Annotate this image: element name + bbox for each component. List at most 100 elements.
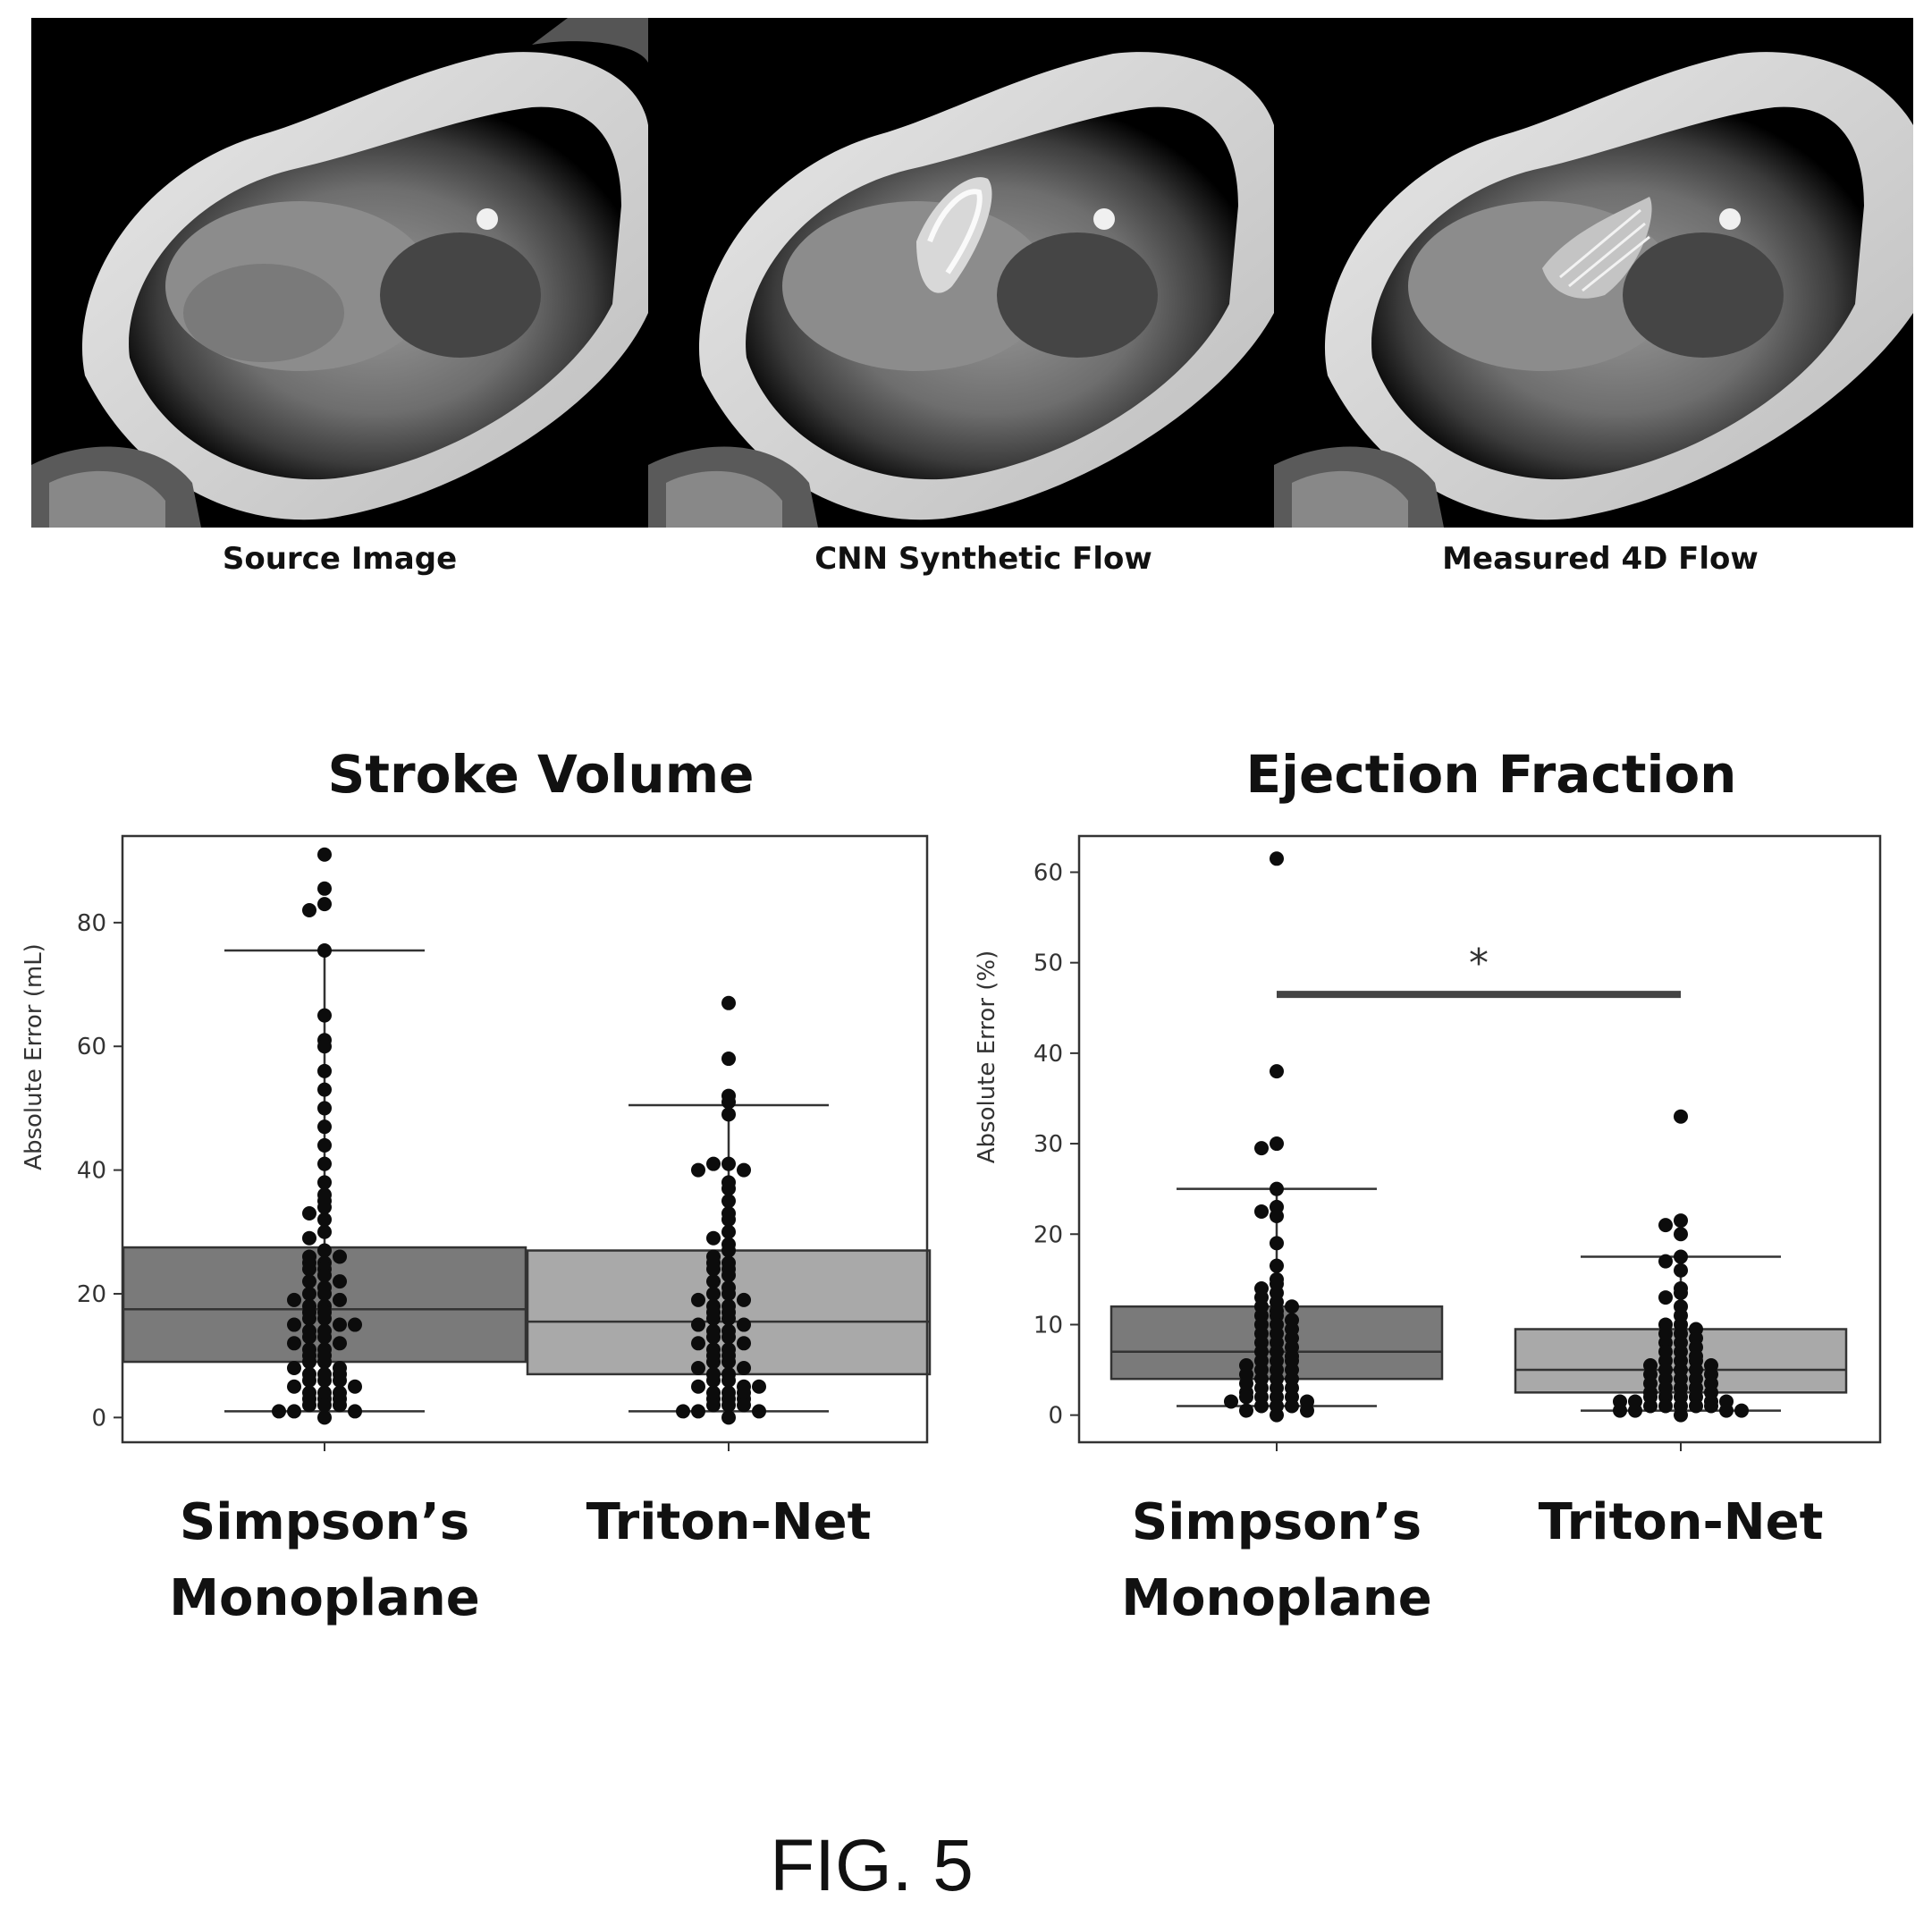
y-axis-label: Absolute Error (mL): [21, 943, 47, 1170]
data-point: [737, 1360, 751, 1375]
y-tick-label: 0: [91, 1405, 106, 1432]
data-point: [1719, 1403, 1734, 1418]
data-point: [1674, 1213, 1688, 1229]
data-point: [317, 1398, 332, 1413]
data-point: [333, 1317, 347, 1332]
data-point: [1239, 1390, 1253, 1405]
data-point: [691, 1336, 705, 1351]
data-point: [317, 1410, 332, 1425]
data-point: [721, 995, 736, 1010]
data-point: [333, 1336, 347, 1351]
data-point: [676, 1404, 690, 1419]
data-point: [317, 897, 332, 912]
data-point: [1674, 1109, 1688, 1124]
data-point: [317, 1200, 332, 1215]
data-point: [737, 1317, 751, 1332]
data-point: [706, 1230, 721, 1246]
data-point: [333, 1249, 347, 1264]
data-point: [1285, 1398, 1299, 1414]
data-point: [706, 1311, 721, 1326]
data-point: [1224, 1394, 1238, 1409]
data-point: [721, 1194, 736, 1209]
data-point: [1285, 1299, 1299, 1314]
data-point: [1704, 1398, 1718, 1414]
data-point: [1734, 1403, 1749, 1418]
data-point: [691, 1317, 705, 1332]
data-point: [287, 1336, 301, 1351]
data-point: [721, 1398, 736, 1413]
data-point: [691, 1404, 705, 1419]
y-tick-label: 40: [1033, 1041, 1063, 1068]
data-point: [721, 1355, 736, 1370]
data-point: [1270, 851, 1284, 866]
data-point: [317, 1212, 332, 1227]
mri-panel-cnn: [648, 18, 1274, 528]
data-point: [721, 1224, 736, 1239]
data-point: [706, 1286, 721, 1301]
data-point: [706, 1156, 721, 1171]
data-point: [721, 1094, 736, 1110]
data-point: [1270, 1136, 1284, 1152]
chart-title: Ejection Fraction: [1246, 744, 1737, 805]
data-point: [721, 1107, 736, 1122]
data-point: [1270, 1181, 1284, 1196]
data-point: [721, 1330, 736, 1345]
data-point: [1239, 1403, 1253, 1418]
y-axis-label: Absolute Error (%): [974, 950, 1000, 1164]
category-label-line: Monoplane: [1121, 1569, 1431, 1627]
data-point: [1658, 1398, 1673, 1414]
data-point: [752, 1379, 766, 1394]
data-point: [302, 1373, 316, 1388]
y-tick-label: 0: [1048, 1403, 1063, 1430]
data-point: [348, 1379, 362, 1394]
data-point: [1254, 1398, 1269, 1414]
data-point: [1270, 1064, 1284, 1079]
data-point: [348, 1317, 362, 1332]
data-point: [317, 1008, 332, 1023]
y-tick-label: 50: [1033, 950, 1063, 977]
data-point: [721, 1212, 736, 1227]
category-label-line: Triton-Net: [586, 1493, 872, 1551]
data-point: [302, 1262, 316, 1277]
stroke-volume-chart: Stroke Volume Absolute Error (mL) 0 20 40 6…: [21, 744, 932, 1627]
data-point: [302, 1274, 316, 1289]
data-point: [737, 1162, 751, 1178]
data-point: [317, 1373, 332, 1388]
data-point: [691, 1292, 705, 1307]
data-point: [317, 1355, 332, 1370]
data-point: [1254, 1141, 1269, 1156]
data-point: [691, 1379, 705, 1394]
axes-frame: [1077, 834, 1882, 1444]
data-point: [1674, 1249, 1688, 1264]
data-point: [317, 1063, 332, 1078]
plot-area: 0 10 20 30 40 50 60 *: [1033, 834, 1882, 1451]
data-point: [333, 1398, 347, 1413]
mri-panel-measured: [1274, 18, 1913, 528]
figure-label: FIG. 5: [770, 1825, 974, 1906]
data-point: [721, 1286, 736, 1301]
data-point: [317, 1156, 332, 1171]
data-point: [1674, 1407, 1688, 1423]
data-point: [721, 1311, 736, 1326]
ejection-fraction-chart: Ejection Fraction Absolute Error (%) 0 10…: [974, 744, 1882, 1627]
data-point: [737, 1292, 751, 1307]
data-point: [1270, 1209, 1284, 1224]
data-point: [287, 1360, 301, 1375]
data-point: [333, 1292, 347, 1307]
data-point: [333, 1274, 347, 1289]
data-point: [706, 1355, 721, 1370]
data-point: [302, 1286, 316, 1301]
data-point: [721, 1243, 736, 1258]
data-point: [317, 1175, 332, 1190]
data-point: [317, 1268, 332, 1283]
data-point: [706, 1330, 721, 1345]
data-point: [317, 1311, 332, 1326]
data-point: [1613, 1403, 1627, 1418]
data-point: [302, 1355, 316, 1370]
category-label-line: Triton-Net: [1539, 1493, 1824, 1551]
chart-title: Stroke Volume: [328, 744, 755, 805]
data-point: [287, 1317, 301, 1332]
data-point: [721, 1156, 736, 1171]
